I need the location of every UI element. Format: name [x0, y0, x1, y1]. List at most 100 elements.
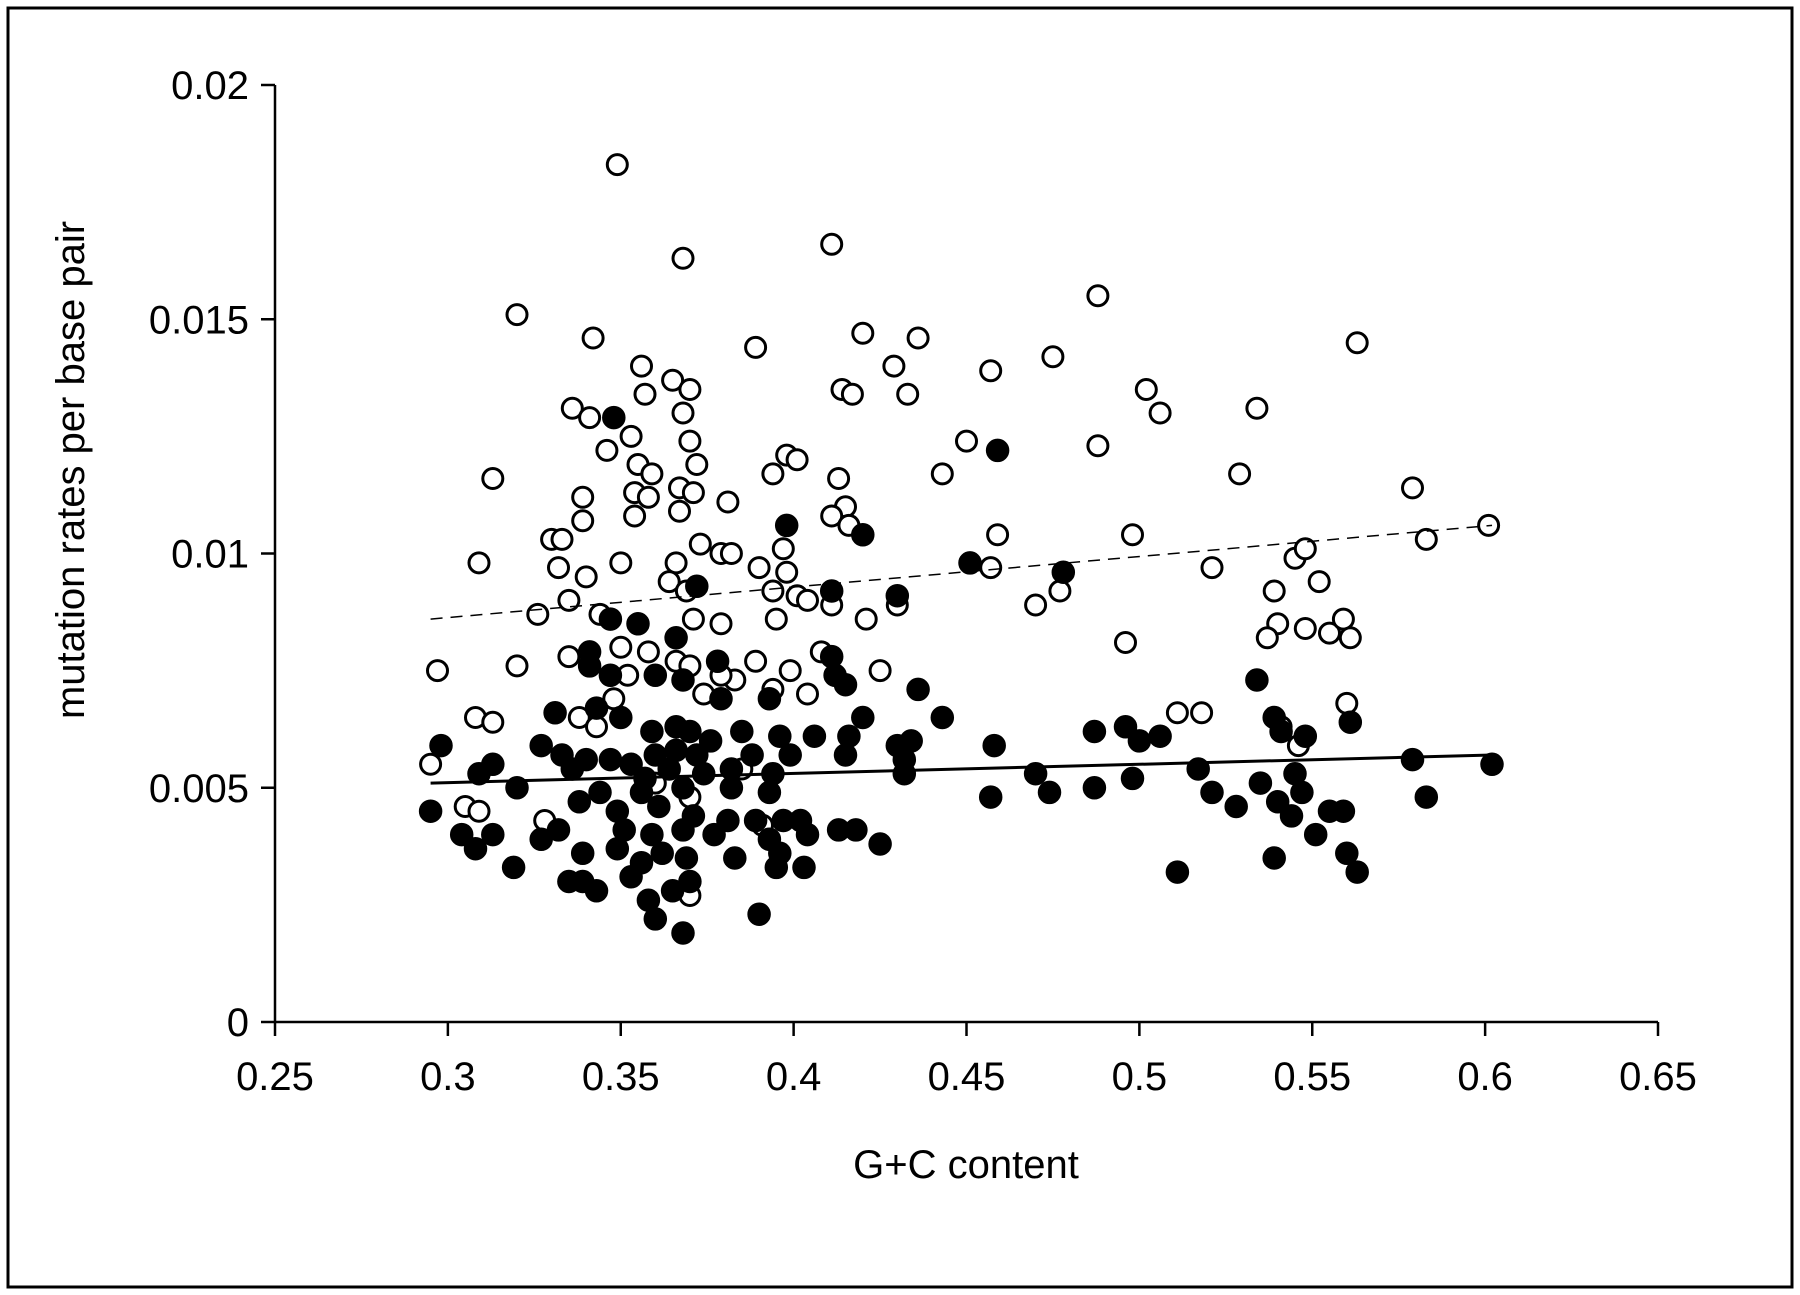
series-open-circle	[419, 153, 1501, 907]
data-point-open-circle	[1307, 570, 1331, 594]
data-point-filled-circle	[1400, 747, 1425, 772]
data-point-open-circle	[1338, 626, 1362, 650]
data-point-open-circle	[1086, 284, 1110, 308]
data-point-open-circle	[747, 556, 771, 580]
data-point-filled-circle	[429, 733, 453, 758]
data-point-filled-circle	[609, 705, 633, 730]
data-point-filled-circle	[930, 705, 955, 730]
data-point-open-circle	[664, 551, 688, 575]
trendline-solid	[430, 753, 1493, 785]
data-point-open-circle	[1262, 579, 1286, 603]
data-point-open-circle	[640, 462, 664, 486]
data-point-filled-circle	[1245, 668, 1269, 692]
data-point-filled-circle	[671, 776, 695, 800]
y-tick-label: 0	[227, 1001, 249, 1045]
data-point-filled-circle	[906, 677, 930, 702]
data-point-filled-circle	[1480, 752, 1504, 777]
data-point-filled-circle	[678, 869, 702, 894]
data-point-filled-circle	[671, 818, 695, 842]
data-point-open-circle	[681, 481, 705, 505]
data-point-open-circle	[930, 462, 954, 486]
x-tick-label: 0.6	[1457, 1055, 1513, 1099]
data-point-filled-circle	[463, 836, 488, 861]
data-point-open-circle	[820, 504, 844, 528]
y-axis-title: mutation rates per base pair	[49, 221, 93, 719]
data-point-filled-circle	[605, 836, 630, 861]
data-point-open-circle	[581, 326, 605, 350]
data-point-open-circle	[955, 429, 978, 453]
x-tick-label: 0.45	[928, 1055, 1006, 1099]
data-point-open-circle	[1245, 396, 1269, 420]
data-point-open-circle	[761, 579, 785, 603]
data-point-open-circle	[1041, 345, 1065, 369]
data-point-filled-circle	[1082, 776, 1107, 800]
data-point-filled-circle	[719, 776, 744, 800]
data-point-filled-circle	[709, 686, 733, 711]
data-point-filled-circle	[588, 780, 612, 805]
data-point-filled-circle	[657, 757, 681, 781]
data-point-filled-circle	[844, 818, 868, 842]
trendline-dashed	[430, 524, 1493, 620]
data-point-filled-circle	[1113, 715, 1138, 739]
data-point-filled-circle	[577, 654, 602, 678]
data-point-filled-circle	[985, 438, 1010, 463]
data-point-open-circle	[609, 551, 633, 575]
data-point-filled-circle	[868, 832, 892, 856]
data-point-open-circle	[526, 602, 550, 626]
data-point-filled-circle	[1262, 846, 1286, 870]
data-point-open-circle	[1414, 527, 1438, 551]
data-point-filled-circle	[529, 827, 553, 852]
data-point-open-circle	[775, 560, 799, 584]
data-point-filled-circle	[674, 846, 699, 870]
data-point-open-circle	[1335, 691, 1359, 715]
data-point-open-circle	[557, 645, 581, 669]
y-tick-label: 0.015	[149, 298, 249, 342]
data-point-filled-circle	[730, 719, 754, 744]
data-point-filled-circle	[1120, 766, 1145, 791]
data-point-filled-circle	[740, 743, 764, 767]
data-point-filled-circle	[1248, 771, 1273, 795]
data-point-open-circle	[481, 467, 505, 490]
data-point-filled-circle	[629, 780, 654, 805]
data-point-open-circle	[1293, 537, 1317, 561]
data-point-open-circle	[796, 682, 819, 706]
data-point-open-circle	[796, 588, 819, 612]
data-point-open-circle	[744, 649, 768, 673]
data-point-open-circle	[827, 467, 851, 490]
data-point-open-circle	[1228, 462, 1252, 486]
data-point-filled-circle	[698, 729, 723, 753]
x-tick-label: 0.25	[236, 1055, 314, 1099]
x-tick-label: 0.3	[420, 1055, 476, 1099]
data-point-open-circle	[1200, 556, 1224, 580]
data-point-open-circle	[547, 556, 570, 580]
data-point-open-circle	[657, 570, 681, 594]
y-tick-label: 0.01	[171, 533, 249, 577]
data-point-filled-circle	[1037, 780, 1062, 805]
data-point-filled-circle	[640, 719, 664, 744]
data-point-open-circle	[1086, 434, 1110, 458]
data-point-filled-circle	[1338, 710, 1363, 734]
data-point-open-circle	[557, 588, 581, 612]
data-point-filled-circle	[1331, 799, 1356, 823]
data-point-filled-circle	[481, 822, 505, 847]
data-point-filled-circle	[851, 705, 875, 730]
data-point-filled-circle	[851, 523, 875, 547]
data-point-open-circle	[771, 537, 795, 561]
data-point-filled-circle	[1279, 804, 1304, 828]
figure-frame	[6, 6, 1794, 1289]
data-point-filled-circle	[1293, 724, 1318, 748]
data-point-filled-circle	[747, 902, 771, 926]
data-point-filled-circle	[1345, 860, 1369, 884]
data-point-open-circle	[896, 382, 920, 406]
x-tick-label: 0.35	[582, 1055, 660, 1099]
data-point-filled-circle	[892, 761, 917, 786]
data-point-open-circle	[778, 659, 802, 683]
data-point-open-circle	[764, 607, 788, 631]
data-point-open-circle	[419, 752, 443, 776]
data-point-open-circle	[820, 232, 844, 256]
data-point-open-circle	[426, 659, 449, 683]
data-point-open-circle	[986, 523, 1010, 547]
data-point-open-circle	[1293, 617, 1317, 640]
data-point-filled-circle	[685, 574, 709, 599]
